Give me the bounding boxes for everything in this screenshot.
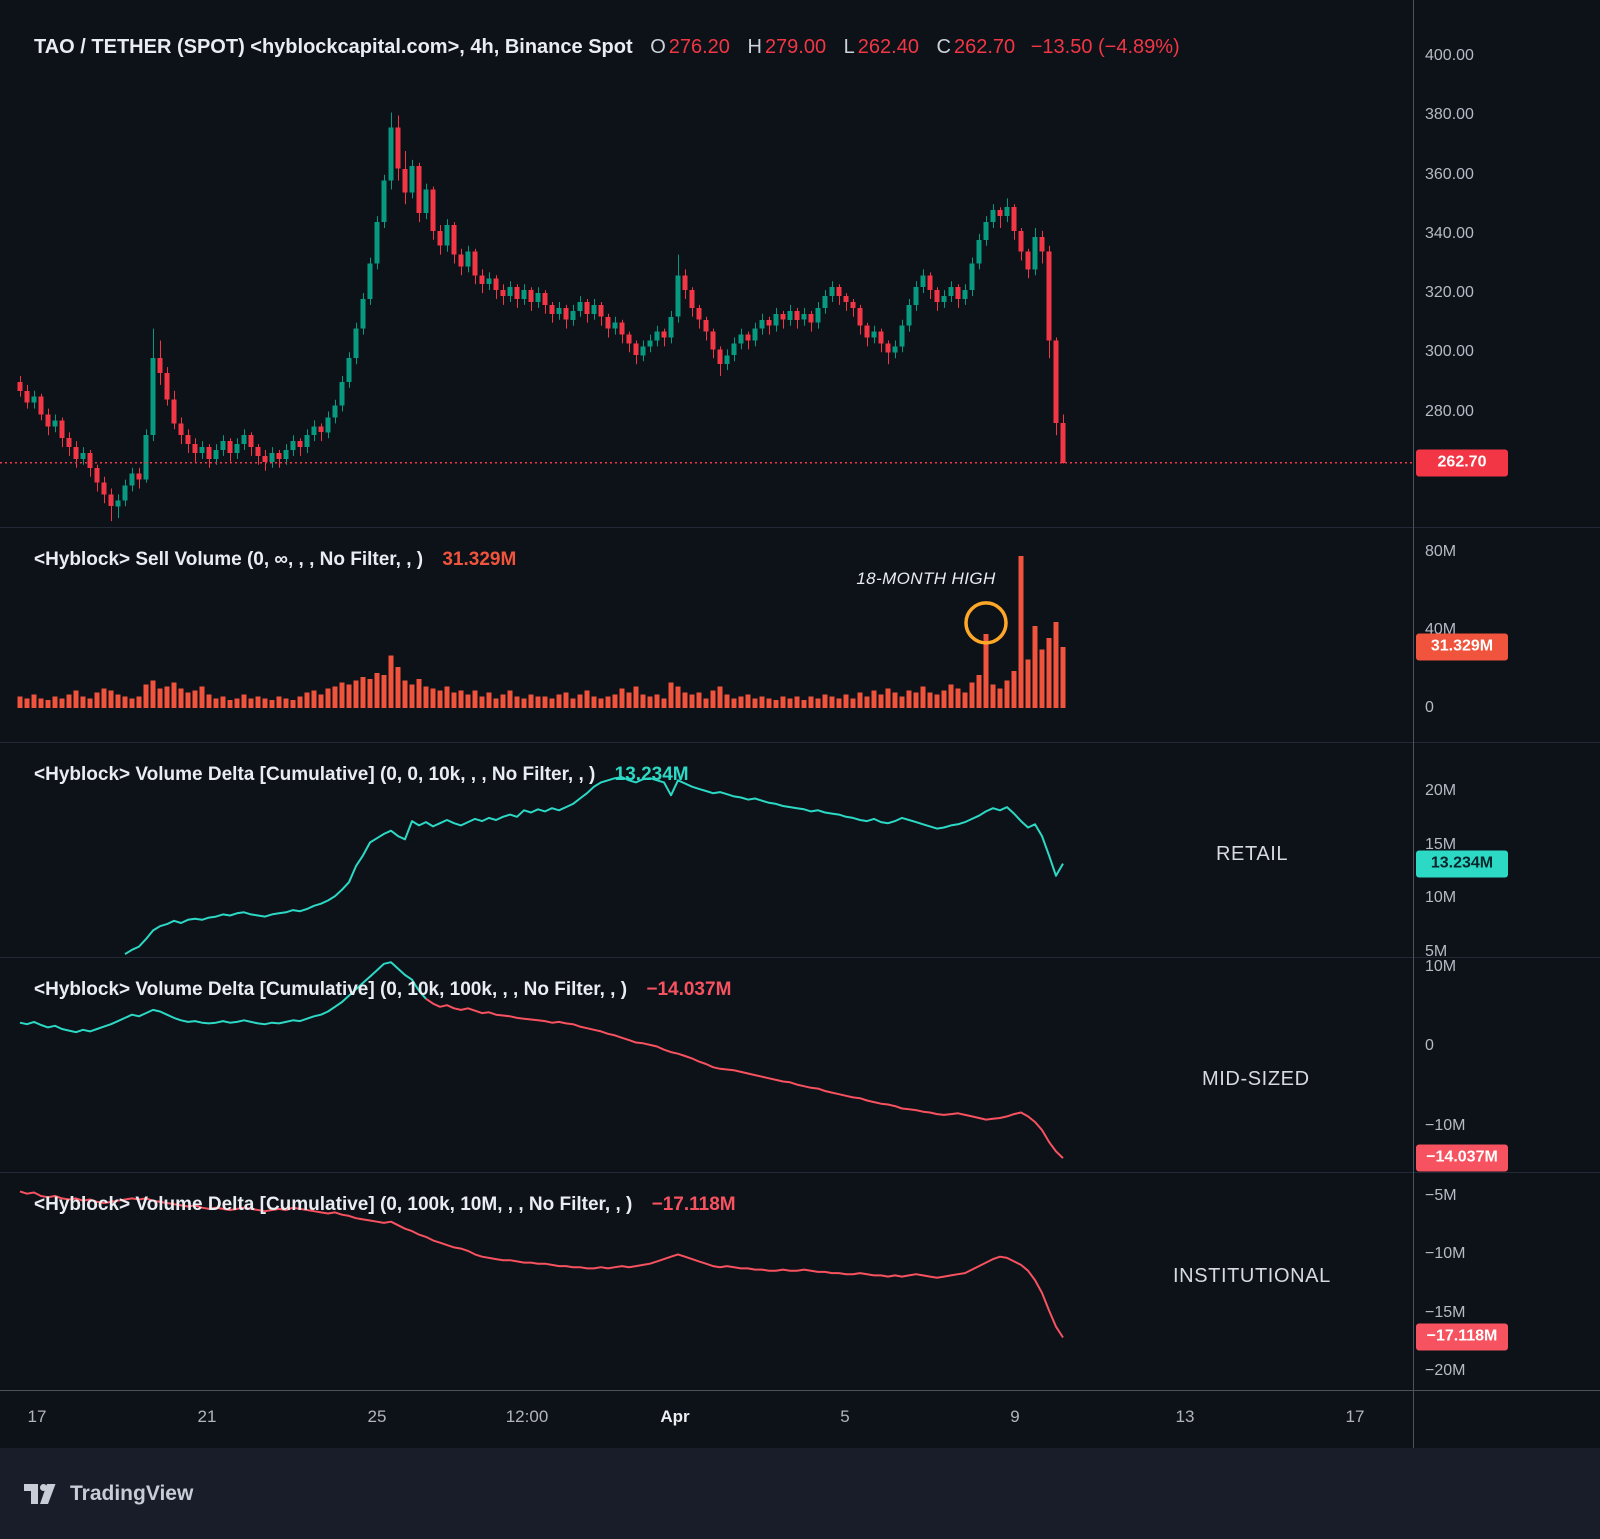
price-pane-canvas[interactable]	[0, 0, 1413, 527]
time-axis-label: 5	[840, 1407, 850, 1426]
time-axis-separator	[0, 1390, 1600, 1391]
delta-value-badge: 13.234M	[1416, 850, 1508, 878]
y-axis-tick: 340.00	[1425, 224, 1474, 242]
price-axis-separator	[1413, 0, 1414, 1449]
sell-volume-title[interactable]: <Hyblock> Sell Volume (0, ∞, , , No Filt…	[34, 549, 424, 570]
ohlc-high-label: H	[747, 36, 762, 58]
ohlc-low-value: 262.40	[857, 36, 919, 58]
pane-separator[interactable]	[0, 1172, 1600, 1173]
delta-value-badge: −14.037M	[1416, 1144, 1508, 1172]
tradingview-brand-text[interactable]: TradingView	[70, 1481, 194, 1505]
bottom-bar: TradingView	[0, 1448, 1600, 1539]
ohlc-open-value: 276.20	[668, 36, 730, 58]
y-axis-tick: 280.00	[1425, 402, 1474, 420]
institutional-delta-title-row: <Hyblock> Volume Delta [Cumulative] (0, …	[34, 1194, 736, 1216]
mid-delta-pane[interactable]: <Hyblock> Volume Delta [Cumulative] (0, …	[0, 957, 1413, 1172]
y-axis-tick: −10M	[1425, 1116, 1466, 1134]
time-axis-label: Apr	[660, 1407, 690, 1426]
y-axis-tick: 380.00	[1425, 106, 1474, 124]
y-axis-tick: 0	[1425, 699, 1434, 717]
price-axis[interactable]: 262.70 400.00 380.00 360.00 340.00 320.00 300.…	[1414, 0, 1600, 1391]
time-axis-label: 13	[1175, 1407, 1195, 1426]
y-axis-tick: 300.00	[1425, 343, 1474, 361]
pane-separator[interactable]	[0, 527, 1600, 528]
time-axis-label: 17	[27, 1407, 47, 1426]
volume-high-circle	[964, 601, 1008, 645]
retail-delta-title[interactable]: <Hyblock> Volume Delta [Cumulative] (0, …	[34, 764, 596, 785]
mid-delta-value: −14.037M	[646, 979, 732, 1000]
price-change: −13.50 (−4.89%)	[1030, 36, 1180, 58]
institutional-delta-value: −17.118M	[651, 1194, 736, 1215]
retail-delta-title-row: <Hyblock> Volume Delta [Cumulative] (0, …	[34, 764, 689, 786]
mid-delta-canvas[interactable]	[0, 957, 1413, 1172]
ohlc-open-label: O	[650, 36, 666, 58]
y-axis-tick: 15M	[1425, 835, 1457, 853]
eighteen-month-high-annotation: 18-MONTH HIGH	[856, 569, 996, 588]
y-axis-tick: −10M	[1425, 1245, 1466, 1263]
last-price-badge: 262.70	[1416, 449, 1508, 477]
retail-delta-value: 13.234M	[614, 764, 689, 785]
mid-delta-title[interactable]: <Hyblock> Volume Delta [Cumulative] (0, …	[34, 979, 628, 1000]
mid-delta-title-row: <Hyblock> Volume Delta [Cumulative] (0, …	[34, 979, 731, 1001]
time-axis-label: 9	[1010, 1407, 1020, 1426]
y-axis-tick: 10M	[1425, 958, 1457, 975]
retail-label: RETAIL	[1216, 843, 1289, 865]
time-axis-label: 21	[197, 1407, 217, 1426]
sell-volume-title-row: <Hyblock> Sell Volume (0, ∞, , , No Filt…	[34, 549, 516, 571]
retail-delta-pane[interactable]: <Hyblock> Volume Delta [Cumulative] (0, …	[0, 742, 1413, 957]
mid-sized-label: MID-SIZED	[1202, 1068, 1310, 1090]
symbol-title-row: TAO / TETHER (SPOT) <hyblockcapital.com>…	[34, 36, 1180, 59]
y-axis-tick: 320.00	[1425, 284, 1474, 302]
pane-separator[interactable]	[0, 742, 1600, 743]
y-axis-tick: 20M	[1425, 782, 1457, 800]
tradingview-logo-icon[interactable]	[24, 1480, 60, 1508]
ohlc-close-value: 262.70	[953, 36, 1016, 58]
ohlc-low-label: L	[843, 36, 855, 58]
institutional-delta-pane[interactable]: <Hyblock> Volume Delta [Cumulative] (0, …	[0, 1172, 1413, 1390]
delta-value-badge: −17.118M	[1416, 1323, 1508, 1351]
time-axis-label: 25	[367, 1407, 387, 1426]
institutional-delta-canvas[interactable]	[0, 1172, 1413, 1390]
ohlc-high-value: 279.00	[764, 36, 827, 58]
retail-delta-canvas[interactable]	[0, 742, 1413, 957]
time-axis[interactable]: 17 21 25 12:00 Apr 5 9 13 17	[0, 1391, 1600, 1448]
sell-volume-canvas[interactable]	[0, 527, 1413, 742]
y-axis-tick: 360.00	[1425, 165, 1474, 183]
y-axis-tick: 80M	[1425, 542, 1457, 560]
institutional-label: INSTITUTIONAL	[1173, 1265, 1331, 1287]
y-axis-tick: 0	[1425, 1037, 1434, 1055]
pane-separator[interactable]	[0, 957, 1600, 958]
y-axis-tick: 400.00	[1425, 47, 1474, 65]
sell-volume-pane[interactable]: <Hyblock> Sell Volume (0, ∞, , , No Filt…	[0, 527, 1413, 742]
y-axis-tick: 10M	[1425, 889, 1457, 907]
institutional-delta-title[interactable]: <Hyblock> Volume Delta [Cumulative] (0, …	[34, 1194, 633, 1215]
y-axis-tick: −20M	[1425, 1362, 1466, 1380]
sell-volume-badge: 31.329M	[1416, 633, 1508, 661]
time-axis-label: 17	[1345, 1407, 1365, 1426]
symbol-title[interactable]: TAO / TETHER (SPOT) <hyblockcapital.com>…	[34, 36, 633, 58]
price-pane[interactable]: TAO / TETHER (SPOT) <hyblockcapital.com>…	[0, 0, 1413, 527]
y-axis-tick: −5M	[1425, 1187, 1457, 1205]
sell-volume-value: 31.329M	[442, 549, 517, 570]
time-axis-label: 12:00	[505, 1407, 549, 1426]
y-axis-tick: 5M	[1425, 942, 1448, 960]
y-axis-tick: −15M	[1425, 1303, 1466, 1321]
ohlc-close-label: C	[936, 36, 951, 58]
